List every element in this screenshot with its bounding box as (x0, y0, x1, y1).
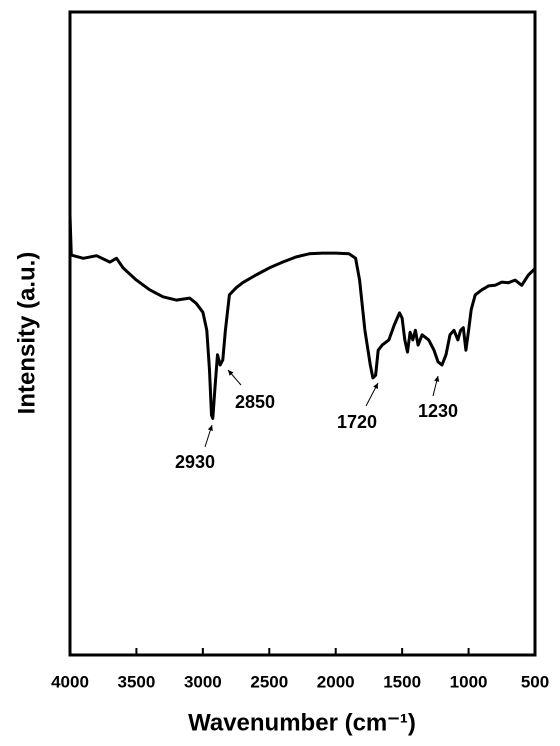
peak-label: 1720 (337, 412, 377, 432)
y-axis-label: Intensity (a.u.) (13, 252, 40, 415)
arrow-head (207, 425, 213, 431)
arrow-head (434, 376, 440, 382)
x-tick-label: 3500 (118, 672, 156, 691)
x-axis-label: Wavenumber (cm⁻¹) (188, 709, 416, 736)
x-tick-label: 1500 (383, 672, 421, 691)
arrow-head (373, 383, 378, 389)
x-tick-label: 2500 (250, 672, 288, 691)
spectrum-line (68, 215, 537, 420)
x-tick-label: 3000 (184, 672, 222, 691)
x-tick-label: 500 (521, 672, 549, 691)
x-tick-label: 2000 (317, 672, 355, 691)
peak-label: 2850 (235, 392, 275, 412)
x-tick-label: 4000 (51, 672, 89, 691)
peak-label: 2930 (175, 452, 215, 472)
peak-label: 1230 (418, 401, 458, 421)
arrow-head (228, 370, 234, 376)
plot-frame (68, 10, 537, 657)
x-tick-label: 1000 (450, 672, 488, 691)
